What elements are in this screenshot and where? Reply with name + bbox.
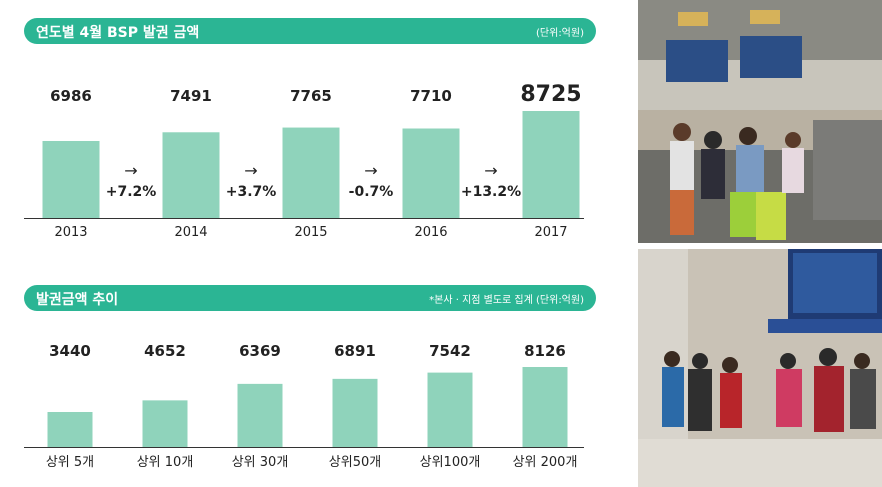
value-label-1: 4652 bbox=[144, 342, 186, 360]
growth-label-3: +13.2% bbox=[461, 184, 521, 200]
growth-label-2: -0.7% bbox=[349, 184, 394, 200]
bar-2014 bbox=[162, 132, 220, 218]
growth-label-0: +7.2% bbox=[106, 184, 157, 200]
x-tick-4: 상위100개 bbox=[420, 455, 481, 470]
x-tick-2014: 2014 bbox=[174, 225, 207, 240]
bar-5 bbox=[522, 367, 568, 447]
bar-2 bbox=[237, 383, 283, 447]
growth-arrow-3: → bbox=[484, 161, 497, 180]
value-label-3: 6891 bbox=[334, 342, 376, 360]
bar-0 bbox=[47, 412, 93, 447]
value-label-5: 8126 bbox=[524, 342, 566, 360]
x-tick-1: 상위 10개 bbox=[137, 455, 194, 470]
x-tick-0: 상위 5개 bbox=[46, 455, 94, 470]
value-label-2015: 7765 bbox=[290, 87, 332, 105]
bar-3 bbox=[332, 378, 378, 447]
x-tick-3: 상위50개 bbox=[329, 455, 381, 470]
x-tick-2015: 2015 bbox=[294, 225, 327, 240]
value-label-0: 3440 bbox=[49, 342, 91, 360]
chart1-plot: 6986 2013 7491 2014 7765 2015 7710 2016 8725 2017… bbox=[24, 82, 584, 240]
x-tick-2017: 2017 bbox=[534, 225, 567, 240]
chart1-title: 연도별 4월 BSP 발권 금액 bbox=[36, 25, 200, 41]
bar-2015 bbox=[282, 127, 340, 218]
checkin-counter-photo bbox=[638, 0, 882, 243]
bar-2017 bbox=[522, 111, 580, 218]
chart1-unit: (단위:억원) bbox=[536, 28, 584, 39]
growth-arrow-0: → bbox=[124, 161, 137, 180]
value-label-2017: 8725 bbox=[520, 82, 581, 107]
chart2-title: 발권금액 추이 bbox=[36, 292, 119, 308]
x-tick-5: 상위 200개 bbox=[513, 455, 578, 470]
chart2-plot: 3440 상위 5개 4652 상위 10개 6369 상위 30개 6891 상위50개 75… bbox=[24, 342, 584, 470]
x-tick-2016: 2016 bbox=[414, 225, 447, 240]
bar-2013 bbox=[42, 140, 100, 218]
airport-crowd-photo bbox=[638, 249, 882, 487]
value-label-2: 6369 bbox=[239, 342, 281, 360]
value-label-4: 7542 bbox=[429, 342, 471, 360]
chart2-unit: *본사 · 지점 별도로 집계 (단위:억원) bbox=[429, 295, 584, 306]
chart2-header: 발권금액 추이 *본사 · 지점 별도로 집계 (단위:억원) bbox=[24, 285, 596, 311]
x-tick-2013: 2013 bbox=[54, 225, 87, 240]
x-tick-2: 상위 30개 bbox=[232, 455, 289, 470]
value-label-2014: 7491 bbox=[170, 87, 212, 105]
growth-arrow-2: → bbox=[364, 161, 377, 180]
bar-4 bbox=[427, 372, 473, 447]
growth-arrow-1: → bbox=[244, 161, 257, 180]
bar-1 bbox=[142, 400, 188, 447]
value-label-2013: 6986 bbox=[50, 87, 92, 105]
bar-2016 bbox=[402, 128, 460, 218]
growth-label-1: +3.7% bbox=[226, 184, 277, 200]
chart1-header: 연도별 4월 BSP 발권 금액 (단위:억원) bbox=[24, 18, 596, 44]
photo-divider bbox=[638, 243, 882, 249]
value-label-2016: 7710 bbox=[410, 87, 452, 105]
